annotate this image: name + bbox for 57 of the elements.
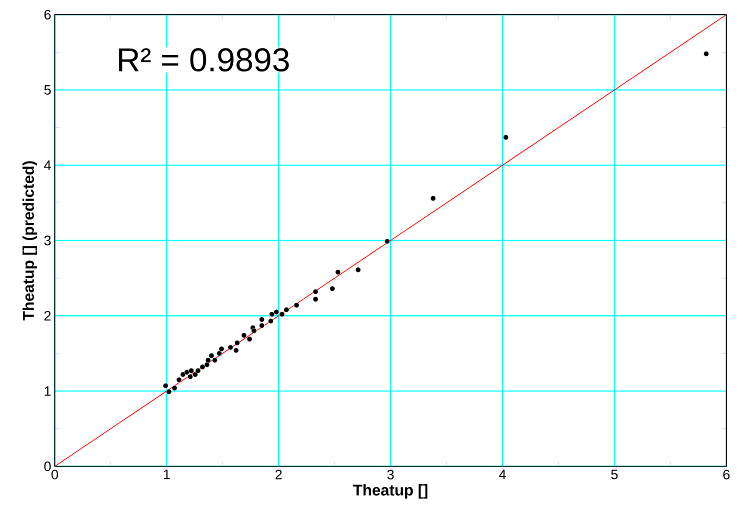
- annotation: R² = 0.9893: [119, 48, 289, 72]
- point: [294, 302, 300, 308]
- y-axis-title: Theatup [] (predicted): [22, 161, 38, 320]
- point: [166, 389, 172, 395]
- point: [204, 362, 210, 368]
- point: [218, 346, 224, 352]
- point: [268, 318, 274, 324]
- x-tick-label: 3: [387, 470, 394, 480]
- x-tick-label: 1: [164, 470, 170, 480]
- point: [200, 364, 206, 370]
- y-tick-label: 2: [44, 311, 51, 321]
- point: [192, 372, 198, 378]
- point: [312, 296, 318, 302]
- x-axis-title: Theatup []: [353, 484, 428, 499]
- point: [205, 358, 211, 363]
- point: [259, 322, 265, 328]
- point: [274, 309, 280, 315]
- point: [184, 370, 190, 375]
- y-tick-label: 5: [44, 85, 51, 95]
- x-tick-label: 6: [723, 470, 730, 480]
- point: [259, 316, 265, 322]
- point: [233, 348, 239, 354]
- y-tick-label: 0: [44, 462, 51, 472]
- y-tick-label: 6: [44, 10, 51, 20]
- y-tick-label: 3: [44, 236, 51, 246]
- point: [188, 374, 193, 380]
- point: [234, 340, 240, 346]
- point: [269, 312, 275, 317]
- point: [284, 307, 290, 312]
- point: [246, 336, 252, 342]
- point: [503, 134, 509, 140]
- point: [172, 385, 178, 391]
- point: [312, 289, 318, 294]
- point: [162, 383, 168, 389]
- point: [704, 51, 709, 57]
- y-tick-label: 1: [44, 386, 51, 396]
- point: [180, 372, 186, 378]
- point: [430, 196, 436, 202]
- point: [251, 328, 257, 334]
- point: [208, 353, 214, 358]
- point: [216, 350, 222, 356]
- point: [176, 377, 182, 382]
- point: [195, 368, 201, 374]
- y-tick-label: 4: [44, 160, 51, 170]
- point: [212, 358, 218, 363]
- point: [228, 344, 234, 350]
- point: [330, 286, 336, 292]
- point: [355, 267, 361, 273]
- point: [384, 238, 390, 244]
- point: [241, 332, 247, 338]
- x-tick-label: 2: [276, 470, 282, 480]
- point: [188, 368, 194, 374]
- x-tick-label: 4: [499, 470, 506, 480]
- x-tick-label: 0: [52, 470, 58, 480]
- point: [335, 269, 341, 275]
- x-tick-label: 5: [611, 470, 618, 480]
- point: [279, 312, 285, 317]
